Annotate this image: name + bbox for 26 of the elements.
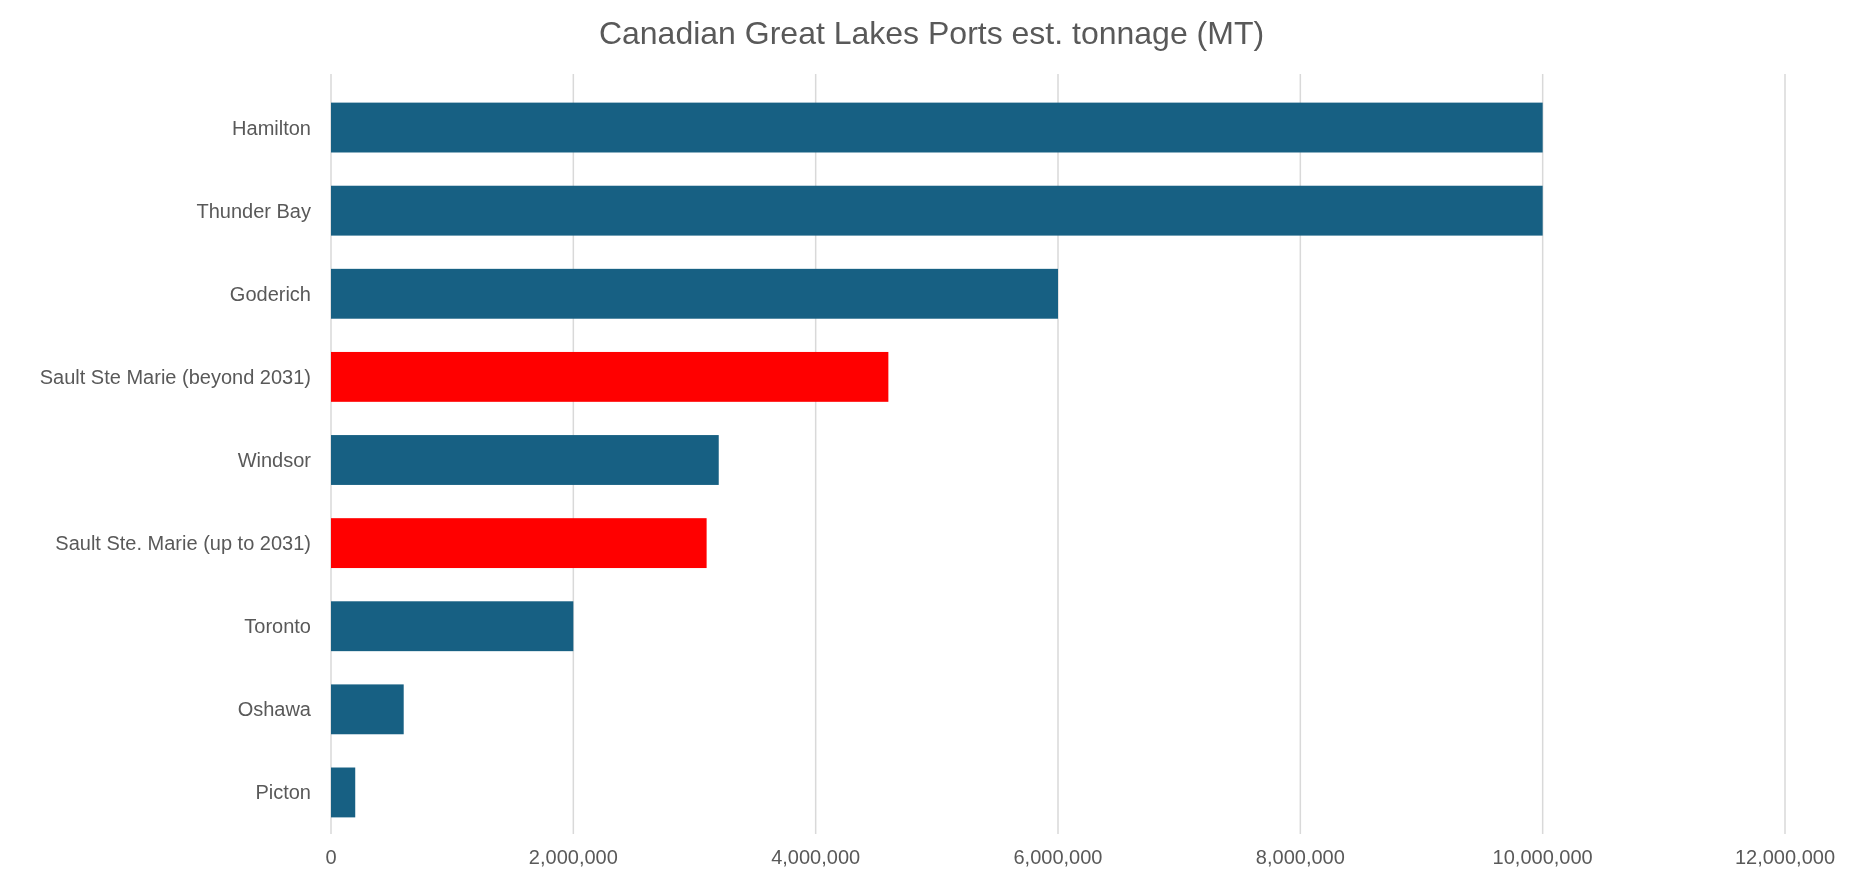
- x-tick-label: 2,000,000: [528, 846, 618, 868]
- bar: [331, 185, 1543, 236]
- bar: [331, 102, 1543, 153]
- x-tick-label: 4,000,000: [771, 846, 861, 868]
- chart-title: Canadian Great Lakes Ports est. tonnage (MT): [598, 15, 1265, 51]
- x-tick-label: 6,000,000: [1013, 846, 1103, 868]
- y-tick-label: Picton: [255, 781, 311, 804]
- y-tick-label: Oshawa: [237, 698, 312, 721]
- bar: [331, 684, 404, 735]
- y-tick-label: Toronto: [244, 615, 311, 638]
- bar: [331, 767, 356, 818]
- y-tick-label: Sault Ste Marie (beyond 2031): [39, 365, 311, 388]
- bar: [331, 601, 574, 652]
- y-tick-label: Windsor: [237, 449, 312, 471]
- x-tick-label: 0: [325, 846, 337, 868]
- y-tick-label: Hamilton: [232, 116, 311, 139]
- x-tick-label: 8,000,000: [1255, 846, 1345, 868]
- x-tick-label: 10,000,000: [1492, 846, 1593, 868]
- bar: [331, 435, 719, 485]
- y-tick-label: Goderich: [229, 282, 311, 305]
- bar: [331, 351, 889, 402]
- y-tick-label: Thunder Bay: [196, 199, 311, 222]
- y-tick-label: Sault Ste. Marie (up to 2031): [55, 532, 311, 555]
- bar: [331, 518, 707, 569]
- x-tick-label: 12,000,000: [1734, 846, 1836, 868]
- bar: [331, 268, 1058, 319]
